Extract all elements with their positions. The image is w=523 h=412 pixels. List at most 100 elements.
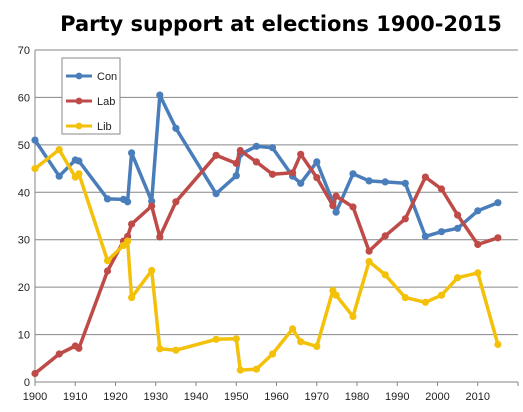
x-tick-label: 1980 (345, 391, 369, 403)
data-point-con (232, 172, 240, 180)
data-point-con (124, 198, 132, 206)
x-tick-label: 2010 (466, 391, 490, 403)
data-point-lab (329, 202, 337, 210)
data-point-lab (454, 211, 462, 219)
y-tick-label: 0 (24, 377, 30, 389)
legend-label-lab: Lab (97, 96, 115, 108)
data-point-lab (156, 233, 164, 241)
data-point-lib (381, 271, 389, 279)
data-point-lib (236, 366, 244, 374)
data-point-lab (268, 170, 277, 178)
x-tick-label: 1990 (385, 391, 409, 403)
data-point-lib (75, 170, 83, 178)
data-point-con (474, 207, 482, 215)
data-point-lib (437, 291, 446, 299)
data-point-lib (128, 294, 136, 302)
y-tick-label: 10 (18, 330, 30, 342)
x-tick-label: 1940 (184, 391, 208, 403)
chart-title: Party support at elections 1900-2015 (60, 12, 502, 36)
x-tick-label: 1910 (63, 391, 87, 403)
data-point-con (156, 91, 164, 99)
data-point-con (252, 142, 260, 150)
data-point-con (268, 144, 277, 152)
data-point-lib (148, 266, 156, 275)
data-point-con (212, 190, 220, 198)
legend-marker-lab (75, 97, 83, 105)
data-point-lab (365, 247, 373, 255)
data-point-con (401, 179, 409, 187)
data-point-lab (332, 192, 340, 200)
data-point-lab (437, 185, 446, 193)
data-point-lib (268, 350, 277, 358)
data-point-con (454, 224, 462, 232)
legend-label-lib: Lib (97, 121, 112, 133)
data-point-lab (289, 169, 297, 177)
y-tick-label: 30 (18, 235, 30, 247)
x-tick-label: 1970 (305, 391, 329, 403)
data-point-lib (454, 274, 462, 282)
series-layer (31, 91, 502, 378)
x-tick-labels: 1900 1910 1920 1930 1940 1950 1960 1970 1980 1990… (23, 391, 490, 403)
data-point-con (55, 172, 63, 180)
series-lab (31, 146, 502, 378)
data-point-lab (381, 232, 389, 240)
data-point-con (494, 199, 502, 207)
data-point-lib (474, 269, 482, 277)
legend-marker-con (75, 72, 83, 80)
data-point-lib (401, 294, 409, 302)
data-point-lib (124, 237, 132, 245)
data-point-lab (128, 220, 136, 228)
x-tick-label: 1960 (264, 391, 288, 403)
y-tick-label: 40 (18, 187, 30, 199)
data-point-con (31, 136, 39, 144)
x-tick-label: 1920 (103, 391, 127, 403)
data-point-lab (75, 344, 83, 352)
data-point-con (437, 228, 446, 236)
data-point-lib (494, 340, 502, 349)
data-point-lib (297, 338, 305, 346)
data-point-lib (172, 346, 180, 354)
data-point-lib (349, 312, 357, 321)
data-point-lib (55, 146, 63, 154)
y-tick-label: 50 (18, 140, 30, 152)
data-point-con (365, 177, 373, 185)
data-point-lab (474, 240, 482, 249)
x-tick-label: 1950 (224, 391, 248, 403)
axes (34, 50, 519, 386)
data-point-lib (232, 335, 240, 343)
data-point-con (103, 195, 112, 203)
data-point-lab (212, 151, 220, 159)
data-point-lib (289, 325, 297, 333)
data-point-lab (401, 215, 409, 223)
data-point-lib (421, 298, 429, 306)
data-point-con (75, 157, 83, 165)
data-point-lib (31, 165, 39, 173)
x-tick-label: 2000 (425, 391, 449, 403)
data-point-con (313, 158, 321, 166)
data-point-con (297, 179, 305, 187)
y-tick-label: 60 (18, 92, 30, 104)
data-point-con (128, 149, 136, 157)
data-point-lab (421, 173, 429, 181)
data-point-con (332, 208, 340, 216)
y-tick-labels: 0 10 20 30 40 50 60 70 (18, 45, 30, 389)
data-point-lib (156, 345, 164, 353)
data-point-lab (55, 350, 63, 358)
data-point-lib (332, 291, 340, 299)
data-point-lib (103, 257, 112, 265)
data-point-con (381, 178, 389, 186)
data-point-lib (313, 342, 321, 350)
data-point-lab (313, 174, 321, 182)
legend-marker-lib (75, 122, 83, 130)
data-point-lab (349, 203, 357, 211)
data-point-lab (172, 198, 180, 206)
legend-box (61, 57, 121, 135)
series-lib (31, 146, 502, 374)
data-point-con (172, 124, 180, 132)
x-tick-label: 1930 (144, 391, 168, 403)
data-point-con (421, 232, 429, 240)
legend: Con Lab Lib (61, 57, 121, 135)
legend-label-con: Con (97, 71, 117, 83)
y-tick-label: 70 (18, 45, 30, 57)
